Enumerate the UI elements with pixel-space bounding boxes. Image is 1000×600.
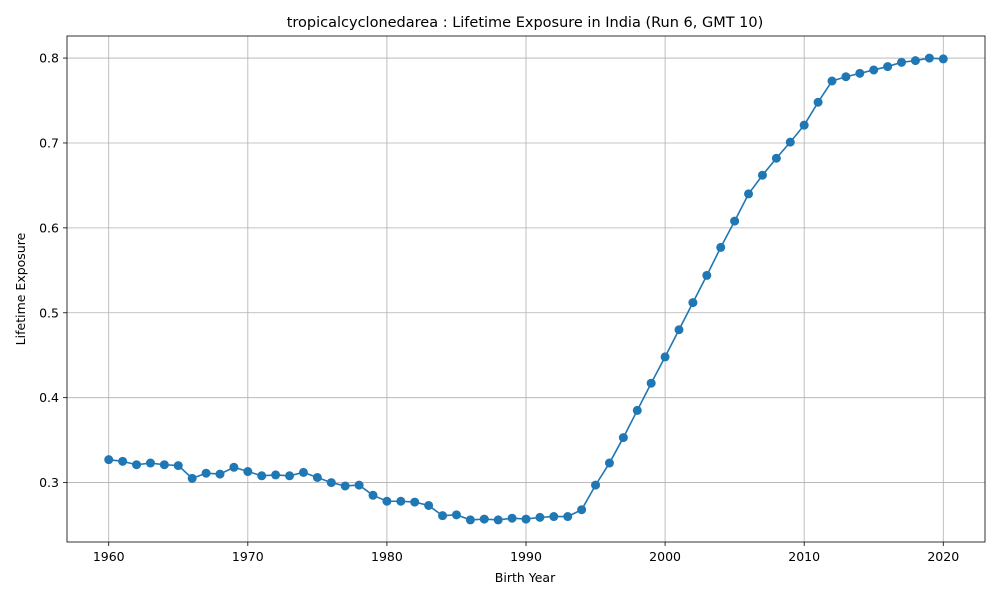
data-point	[883, 62, 893, 72]
data-point	[591, 480, 601, 490]
data-point	[382, 496, 392, 506]
data-point	[354, 480, 364, 490]
data-point	[410, 497, 420, 507]
data-point	[424, 500, 434, 510]
data-point	[243, 467, 253, 477]
data-point	[104, 455, 114, 465]
y-tick-label: 0.6	[39, 220, 59, 235]
data-point	[438, 511, 448, 521]
x-tick-label: 2020	[927, 549, 959, 564]
data-point	[215, 469, 225, 479]
x-tick-label: 1960	[93, 549, 125, 564]
data-point	[827, 76, 837, 86]
x-tick-label: 2010	[788, 549, 820, 564]
data-point	[271, 470, 281, 480]
data-point	[855, 68, 865, 78]
data-point	[799, 120, 809, 130]
data-point	[757, 170, 767, 180]
data-point	[507, 513, 517, 523]
data-point	[730, 216, 740, 226]
data-point	[326, 478, 336, 488]
data-point	[159, 460, 169, 470]
data-point	[298, 467, 308, 477]
data-point	[869, 65, 879, 75]
grid	[67, 36, 985, 542]
data-point	[368, 490, 378, 500]
data-point	[938, 54, 948, 64]
data-point	[632, 405, 642, 415]
data-point	[229, 462, 239, 472]
data-point	[396, 496, 406, 506]
data-point	[660, 352, 670, 362]
data-point	[285, 471, 295, 481]
data-point	[674, 325, 684, 335]
y-tick-label: 0.5	[39, 305, 59, 320]
x-axis-label: Birth Year	[495, 570, 556, 585]
data-point	[451, 510, 461, 520]
data-point	[132, 460, 142, 470]
x-tick-label: 2000	[649, 549, 681, 564]
data-point	[688, 298, 698, 308]
data-point	[521, 514, 531, 524]
x-tick-label: 1970	[232, 549, 264, 564]
y-axis-label: Lifetime Exposure	[13, 232, 28, 345]
data-point	[744, 189, 754, 199]
data-point	[465, 515, 475, 525]
data-point	[312, 472, 322, 482]
data-point	[257, 471, 267, 481]
data-point	[813, 97, 823, 107]
data-point	[785, 137, 795, 147]
data-point	[604, 458, 614, 468]
x-tick-label: 1980	[371, 549, 403, 564]
data-point	[924, 53, 934, 63]
data-point	[577, 505, 587, 515]
data-point	[145, 458, 155, 468]
data-point	[897, 57, 907, 67]
y-tick-label: 0.8	[39, 51, 59, 66]
y-tick-label: 0.3	[39, 475, 59, 490]
x-tick-label: 1990	[510, 549, 542, 564]
axis-ticks: 1960 1970 1980 1990 2000 2010 2020 0.3 0.4 0.5 0.6…	[39, 51, 959, 564]
data-point	[340, 481, 350, 491]
y-tick-label: 0.7	[39, 135, 59, 150]
data-point	[493, 515, 503, 525]
data-point	[910, 56, 920, 66]
chart-title: tropicalcyclonedarea : Lifetime Exposure…	[287, 15, 764, 31]
data-point	[479, 514, 489, 524]
data-point	[646, 378, 656, 388]
data-point	[201, 468, 211, 478]
data-point	[771, 153, 781, 163]
data-point	[563, 512, 573, 522]
data-point	[549, 512, 559, 522]
series	[104, 53, 948, 525]
data-point	[716, 242, 726, 252]
data-point	[535, 512, 545, 522]
data-point	[618, 433, 628, 443]
data-point	[187, 473, 197, 483]
y-tick-label: 0.4	[39, 390, 59, 405]
data-point	[118, 456, 128, 466]
data-point	[841, 72, 851, 82]
data-point	[702, 270, 712, 280]
data-point	[173, 461, 183, 471]
